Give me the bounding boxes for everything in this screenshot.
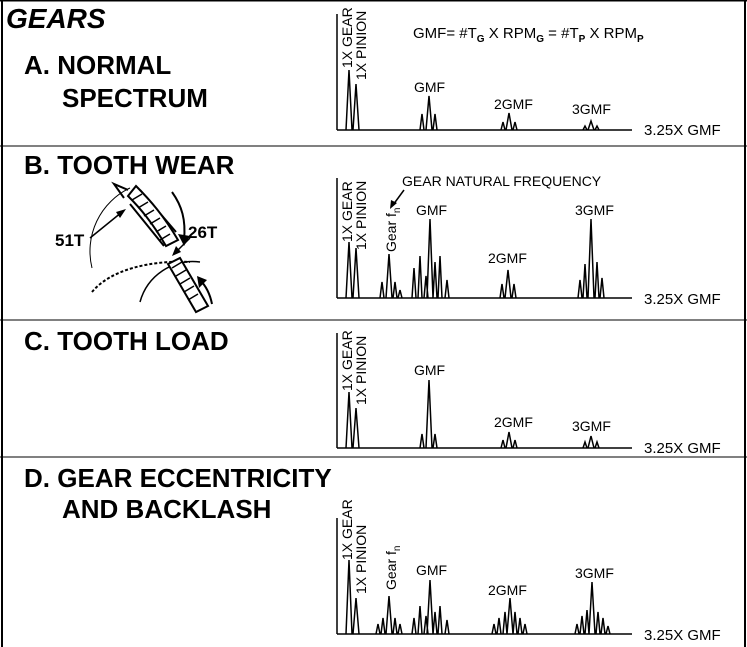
teeth-51-arrowhead — [116, 209, 126, 218]
panel-a-2gmf-label: 2GMF — [494, 96, 533, 112]
panel-c-3gmf-label: 3GMF — [572, 418, 611, 434]
panel-d-3gmf-label: 3GMF — [575, 565, 614, 581]
section-a-title: A. NORMAL — [24, 50, 172, 80]
panel-d-gmf-label: GMF — [416, 562, 447, 578]
panel-b-1x-gear-label: 1X GEAR — [339, 181, 355, 242]
panel-b-3gmf-label: 3GMF — [575, 202, 614, 218]
panel-a-spectrum-trace — [345, 69, 600, 131]
panel-c-1x-pinion-label: 1X PINION — [353, 336, 369, 405]
large-gear-tooth-lines — [131, 193, 171, 241]
section-d-title: D. GEAR ECCENTRICITY — [24, 463, 332, 493]
panel-b-x-axis-label: 3.25X GMF — [644, 291, 721, 308]
teeth-26-arrowhead — [172, 246, 181, 256]
section-a-title-line2: SPECTRUM — [62, 83, 208, 113]
section-d-title-line2: AND BACKLASH — [62, 494, 272, 524]
panel-b-gmf-label: GMF — [416, 202, 447, 218]
panel-c-spectrum-trace — [345, 379, 600, 449]
spectrum-panel-a: 1X GEAR 1X PINION GMF 2GMF 3GMF 3.25X GM… — [336, 7, 721, 139]
rotation-arrowhead-pinion — [197, 276, 207, 288]
teeth-51-leader — [89, 211, 123, 239]
panel-a-3gmf-label: 3GMF — [572, 101, 611, 117]
panel-d-x-axis-label: 3.25X GMF — [644, 627, 721, 644]
panel-a-x-axis-label: 3.25X GMF — [644, 122, 721, 139]
panel-d-2gmf-label: 2GMF — [488, 582, 527, 598]
panel-b-natural-frequency-label: GEAR NATURAL FREQUENCY — [402, 173, 602, 189]
panel-c-2gmf-label: 2GMF — [494, 414, 533, 430]
panel-d-1x-gear-label: 1X GEAR — [339, 499, 355, 560]
panel-b-arrow-head — [390, 200, 397, 209]
spectrum-panel-c: 1X GEAR 1X PINION GMF 2GMF 3GMF 3.25X GM… — [336, 330, 721, 457]
panel-b-spectrum-trace — [345, 218, 605, 299]
teeth-26-label: 26T — [188, 223, 218, 242]
gmf-formula: GMF= #TG X RPMG = #TP X RPMP — [413, 25, 644, 45]
panel-c-gmf-label: GMF — [414, 362, 445, 378]
panel-c-x-axis-label: 3.25X GMF — [644, 440, 721, 457]
pinion-gear-outline — [139, 260, 201, 303]
teeth-51-label: 51T — [55, 231, 85, 250]
pinion-tooth-lines — [171, 261, 199, 301]
panel-a-gmf-label: GMF — [414, 79, 445, 95]
spectrum-panel-b: 1X GEAR 1X PINION Gear fn GEAR NATURAL F… — [336, 173, 721, 308]
panel-d-1x-pinion-label: 1X PINION — [353, 525, 369, 594]
panel-a-1x-gear-label: 1X GEAR — [339, 7, 355, 68]
panel-d-spectrum-trace — [345, 559, 611, 635]
pinion-tooth-band — [166, 256, 210, 314]
spectrum-panel-d: 1X GEAR 1X PINION Gear fn GMF 2GMF 3GMF … — [336, 499, 721, 644]
large-gear-outline — [89, 187, 131, 269]
large-gear-tooth-band — [126, 184, 180, 248]
panel-c-1x-gear-label: 1X GEAR — [339, 330, 355, 391]
panel-b-gear-fn-label: Gear fn — [383, 208, 403, 252]
rotation-arrowhead-large — [178, 234, 190, 246]
section-c-title: C. TOOTH LOAD — [24, 326, 229, 356]
gear-mesh-illustration: 51T 26T — [55, 181, 218, 314]
panel-b-1x-pinion-label: 1X PINION — [353, 181, 369, 250]
page-title: GEARS — [6, 3, 106, 34]
panel-d-gear-fn-label: Gear fn — [383, 546, 403, 590]
panel-a-1x-pinion-label: 1X PINION — [353, 11, 369, 80]
section-b-title: B. TOOTH WEAR — [24, 150, 235, 180]
gear-rim-teeth — [91, 260, 191, 293]
panel-b-2gmf-label: 2GMF — [488, 250, 527, 266]
